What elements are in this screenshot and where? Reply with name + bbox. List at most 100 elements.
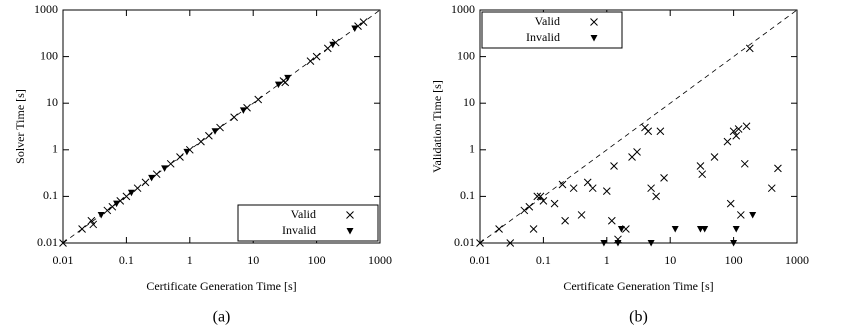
data-point — [602, 187, 611, 195]
data-point — [734, 125, 743, 133]
x-tick-label: 0.01 — [470, 253, 491, 267]
data-point — [161, 165, 169, 172]
x-axis-label: Certificate Generation Time [s] — [146, 279, 296, 293]
x-tick-label: 1000 — [368, 253, 392, 267]
data-point — [359, 18, 368, 26]
data-point — [550, 199, 559, 208]
data-point — [736, 211, 745, 219]
data-point — [329, 41, 337, 49]
data-point — [749, 211, 757, 219]
data-point — [647, 184, 655, 193]
y-tick-label: 0.1 — [43, 188, 58, 202]
legend-label: Valid — [535, 14, 560, 28]
data-point — [122, 192, 131, 201]
y-tick-label: 1000 — [34, 2, 58, 16]
data-point — [710, 153, 719, 161]
data-point — [729, 127, 738, 136]
data-point — [239, 107, 247, 114]
data-point — [726, 199, 735, 208]
data-point — [520, 206, 529, 215]
y-tick-label: 0.01 — [454, 235, 475, 249]
x-axis-label: Certificate Generation Time [s] — [563, 279, 713, 293]
legend-marker — [590, 18, 598, 26]
data-point — [87, 216, 96, 225]
x-tick-label: 0.1 — [536, 253, 551, 267]
data-point — [166, 159, 175, 168]
data-point — [745, 44, 754, 53]
data-point — [108, 202, 117, 211]
data-point — [59, 239, 67, 247]
data-point — [97, 211, 105, 219]
caption: (b) — [629, 309, 648, 326]
data-point — [476, 239, 484, 247]
data-point — [577, 211, 586, 219]
data-point — [197, 137, 205, 146]
y-tick-label: 0.1 — [460, 188, 475, 202]
data-point — [536, 192, 545, 201]
plot-frame — [479, 9, 798, 244]
x-tick-label: 1 — [187, 253, 193, 267]
data-point — [323, 44, 332, 53]
data-point — [183, 148, 191, 156]
data-point — [306, 57, 315, 65]
x-tick-label: 10 — [664, 253, 676, 267]
data-point — [583, 178, 592, 187]
data-point — [588, 184, 597, 193]
data-point — [254, 95, 263, 104]
y-tick-label: 1 — [469, 142, 475, 156]
legend-marker — [346, 211, 354, 219]
x-tick-label: 0.01 — [53, 253, 74, 267]
legend-box — [237, 204, 379, 242]
y-tick-label: 1 — [52, 142, 58, 156]
data-point — [617, 225, 625, 233]
caption: (a) — [213, 309, 231, 326]
data-point — [133, 184, 142, 193]
data-point — [216, 123, 224, 132]
legend-label: Invalid — [282, 223, 316, 237]
data-point — [730, 240, 738, 247]
y-tick-label: 100 — [40, 48, 58, 62]
data-point — [103, 206, 112, 215]
y-tick-label: 10 — [46, 95, 58, 109]
data-point — [230, 113, 238, 122]
data-point — [660, 174, 668, 182]
data-point — [644, 127, 653, 136]
data-point — [312, 52, 321, 61]
data-point — [723, 137, 732, 146]
y-tick-label: 10 — [463, 95, 475, 109]
x-tick-label: 100 — [308, 253, 326, 267]
data-point — [529, 225, 538, 233]
legend-box — [481, 11, 623, 49]
data-point — [732, 225, 740, 233]
data-point — [78, 225, 86, 233]
x-tick-label: 1 — [604, 253, 610, 267]
data-point — [176, 153, 184, 161]
data-point — [211, 128, 219, 135]
y-tick-label: 1000 — [451, 2, 475, 16]
data-point — [740, 159, 749, 168]
y-tick-label: 0.01 — [37, 235, 58, 249]
data-point — [558, 180, 567, 189]
data-point — [561, 216, 569, 225]
data-point — [525, 202, 534, 211]
data-point — [152, 170, 161, 179]
data-point — [767, 184, 776, 193]
data-point — [696, 162, 705, 170]
data-point — [701, 225, 709, 233]
data-point — [607, 216, 616, 225]
data-point — [698, 170, 707, 179]
data-point — [274, 81, 282, 89]
data-point — [127, 189, 135, 197]
data-point — [533, 192, 542, 201]
data-point — [141, 178, 150, 187]
data-point — [610, 162, 618, 170]
data-point — [495, 225, 503, 233]
data-point — [652, 192, 660, 201]
x-tick-label: 100 — [725, 253, 743, 267]
plot-frame — [62, 9, 381, 244]
data-point — [732, 131, 741, 140]
data-point — [205, 131, 213, 140]
data-point — [539, 197, 548, 205]
data-point — [633, 148, 641, 156]
